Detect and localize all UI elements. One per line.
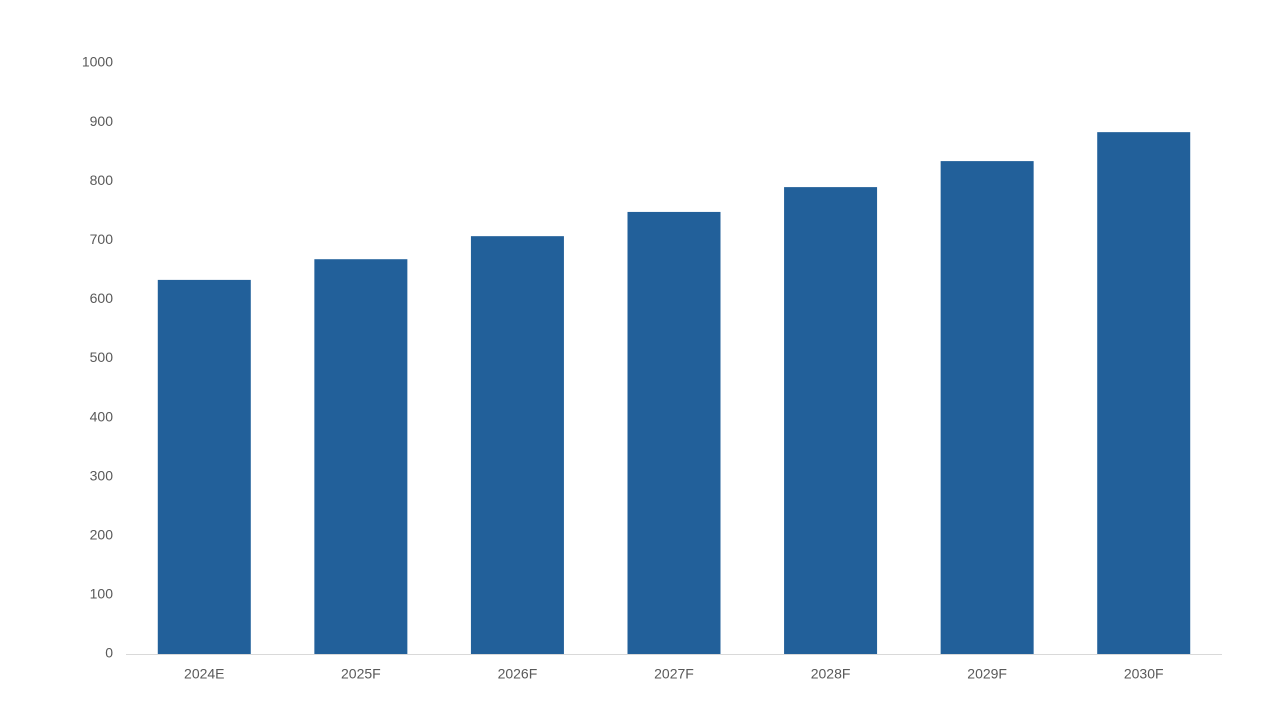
bar — [1097, 132, 1191, 655]
bar — [940, 161, 1034, 654]
y-tick-label: 1000 — [82, 54, 113, 70]
x-tick-label: 2025F — [341, 666, 381, 682]
bar — [470, 236, 564, 654]
x-tick-label: 2027F — [654, 666, 694, 682]
y-tick-label: 100 — [90, 586, 114, 602]
x-tick-label: 2024E — [184, 666, 224, 682]
bar — [784, 187, 878, 655]
y-tick-label: 900 — [90, 113, 114, 129]
bar — [157, 279, 251, 654]
y-tick-label: 200 — [90, 527, 114, 543]
x-tick-label: 2028F — [811, 666, 851, 682]
x-tick-label: 2026F — [498, 666, 538, 682]
y-tick-label: 600 — [90, 290, 114, 306]
y-tick-label: 500 — [90, 349, 114, 365]
x-tick-label: 2030F — [1124, 666, 1164, 682]
y-tick-label: 400 — [90, 408, 114, 424]
y-tick-label: 300 — [90, 467, 114, 483]
y-tick-label: 0 — [105, 645, 113, 661]
x-tick-label: 2029F — [967, 666, 1007, 682]
bar — [627, 211, 721, 654]
bar — [314, 259, 408, 654]
y-tick-label: 800 — [90, 172, 114, 188]
y-tick-label: 700 — [90, 231, 114, 247]
